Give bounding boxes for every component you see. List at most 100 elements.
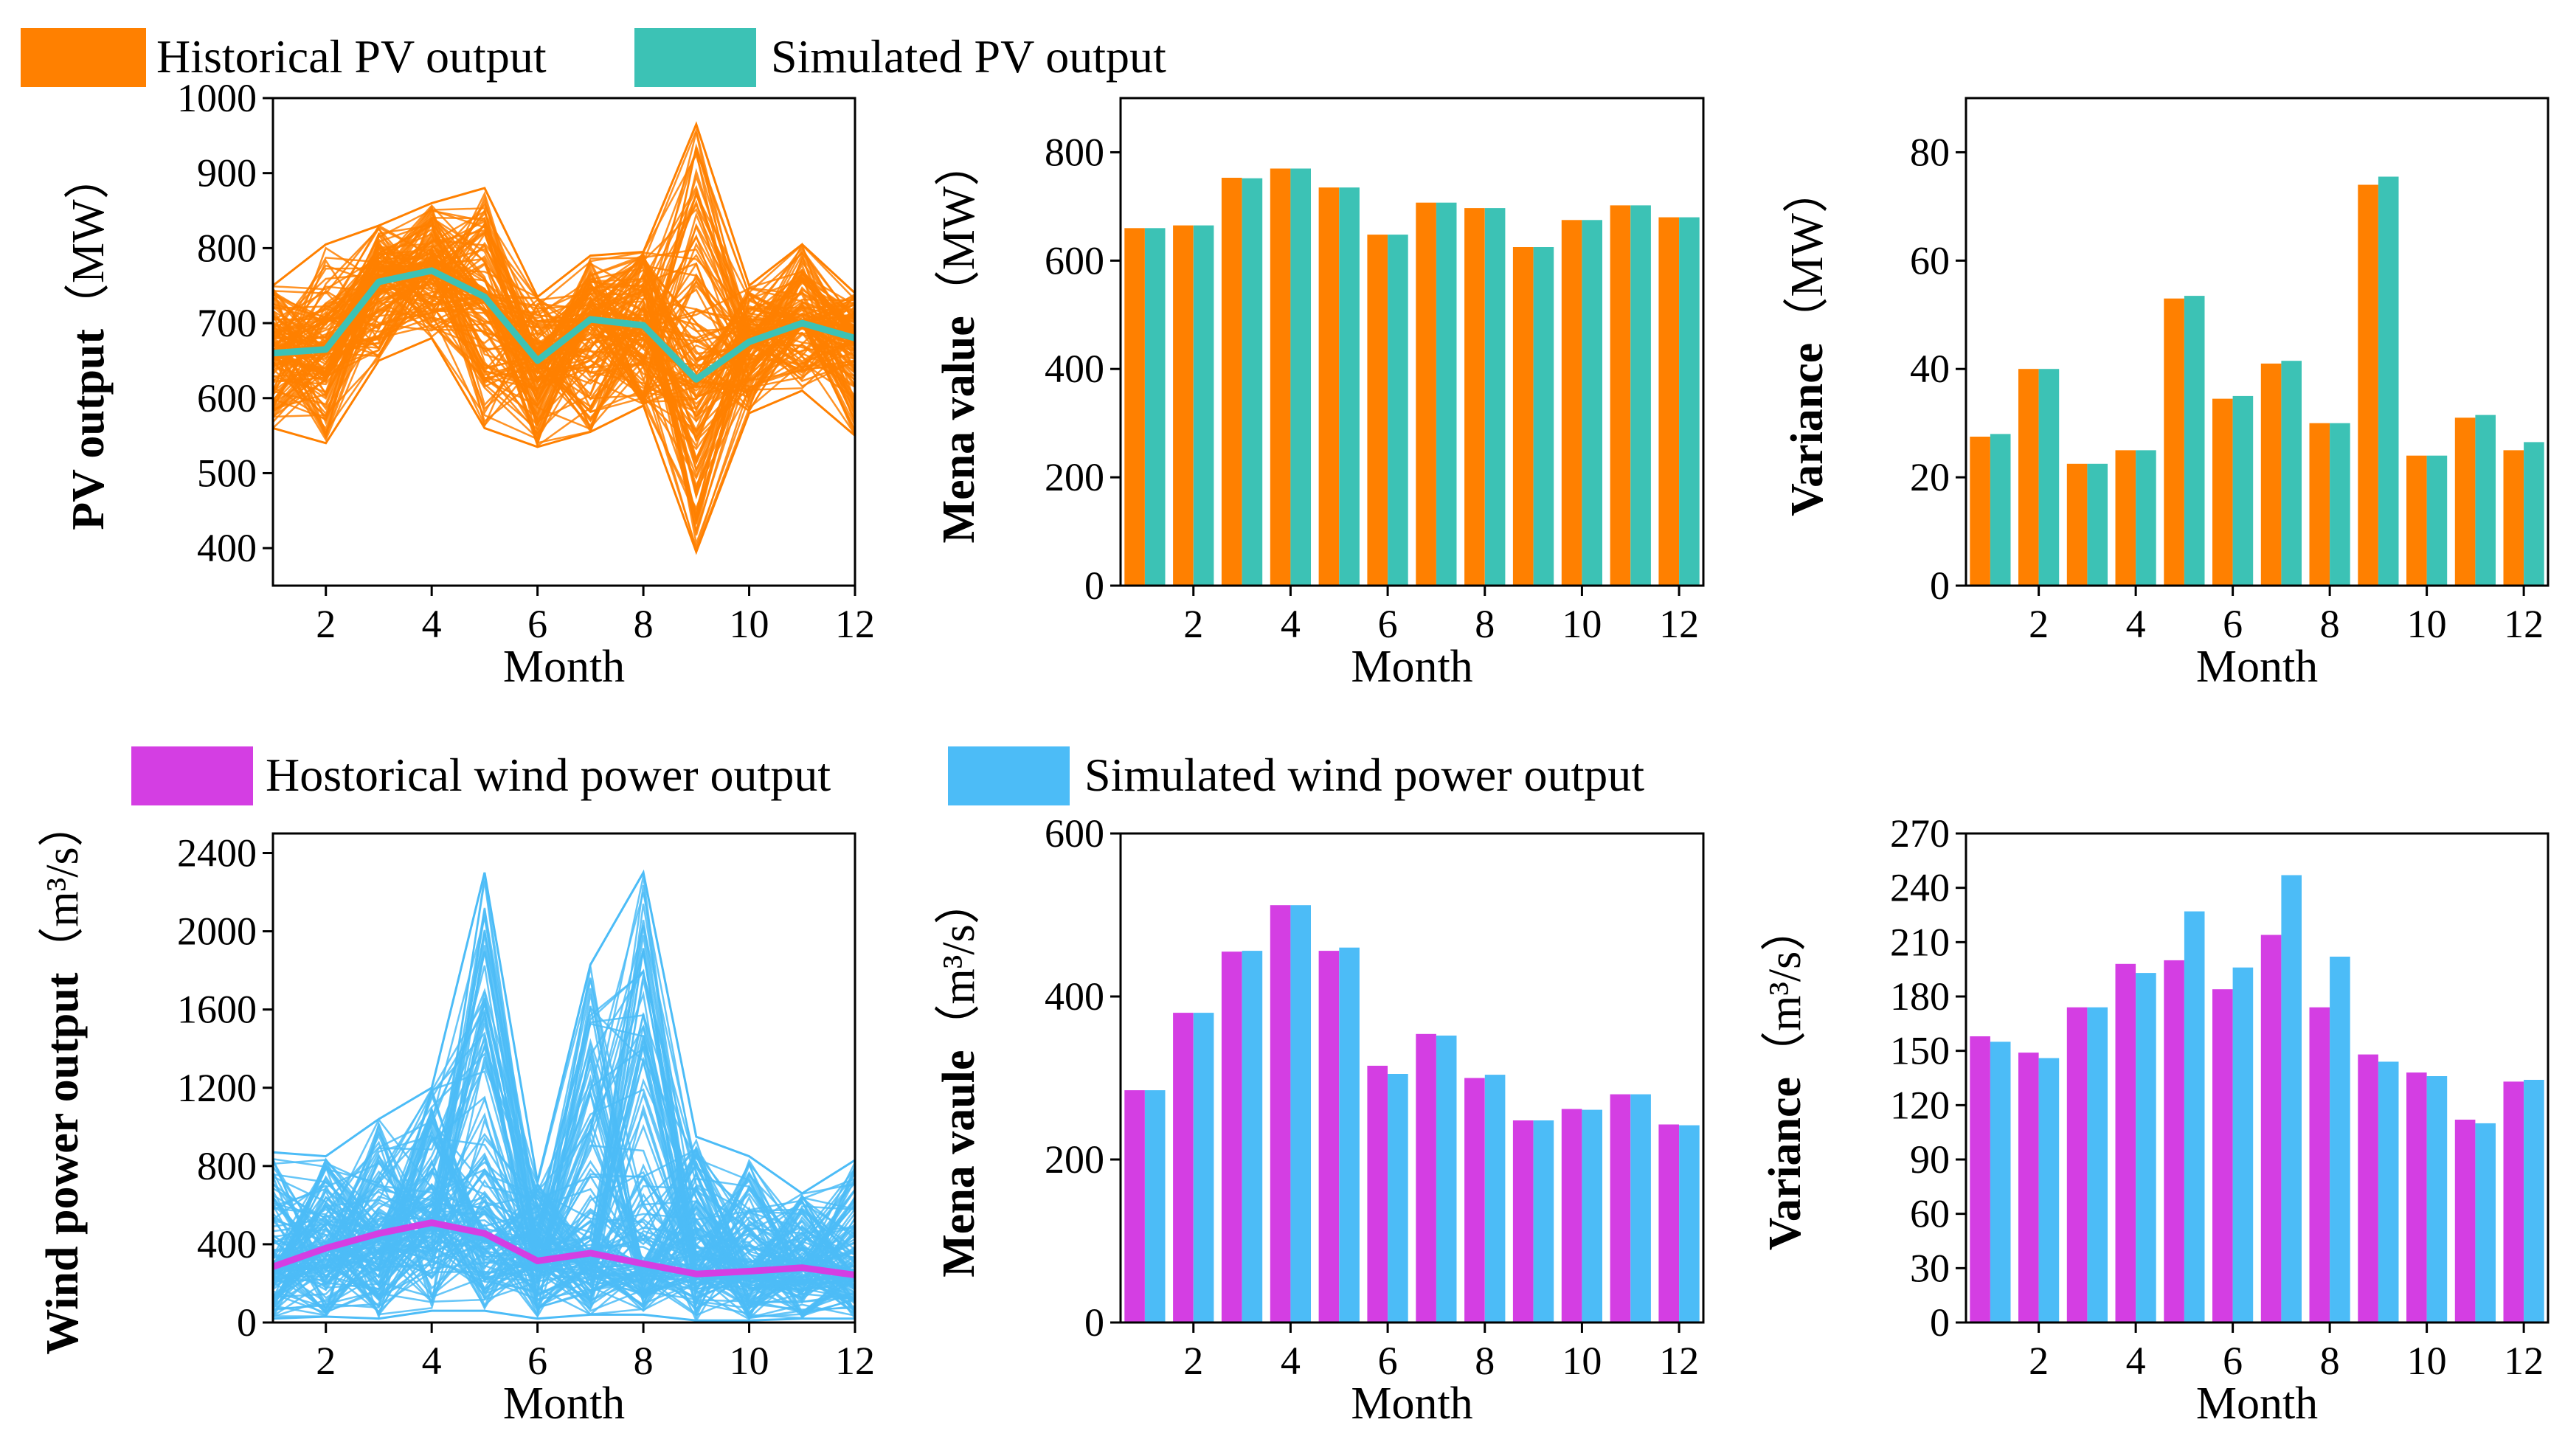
- y-tick-label: 0: [1084, 564, 1104, 608]
- plot-area: [273, 121, 855, 555]
- x-tick-label: 10: [2407, 1339, 2447, 1383]
- bar-simulated: [1990, 434, 2011, 586]
- bar-simulated: [1484, 1075, 1506, 1322]
- bar-historical: [2115, 963, 2136, 1322]
- bar-historical: [2018, 1053, 2039, 1322]
- x-axis-label: Month: [2196, 642, 2318, 692]
- y-axis-label-unit: （m³/s）: [38, 801, 88, 972]
- y-tick-label: 20: [1910, 455, 1950, 499]
- y-tick-label: 800: [1045, 130, 1104, 174]
- bar-simulated: [2136, 973, 2156, 1322]
- bar-historical: [2406, 1072, 2427, 1322]
- sample-trace: [273, 147, 855, 400]
- x-tick-label: 4: [1281, 602, 1301, 646]
- axes-frame: [271, 832, 856, 1324]
- legend-label-simulated-wind: Simulated wind power output: [1084, 749, 1644, 801]
- y-axis-label-text: Variance: [1760, 1077, 1810, 1250]
- bar-simulated: [2184, 911, 2205, 1322]
- bar-historical: [1270, 168, 1291, 586]
- y-tick-label: 270: [1890, 811, 1950, 856]
- bar-historical: [1124, 1090, 1145, 1322]
- bar-historical: [2164, 960, 2184, 1322]
- legend-label-historical-wind: Hostorical wind power output: [266, 749, 831, 801]
- y-tick-label: 500: [197, 451, 257, 495]
- bar-historical: [2454, 1120, 2476, 1322]
- bar-simulated: [2524, 442, 2544, 586]
- bar-historical: [1173, 1013, 1194, 1322]
- bar-historical: [1318, 187, 1340, 586]
- bar-historical: [1173, 225, 1194, 586]
- bar-simulated: [1339, 187, 1360, 586]
- bar-historical: [1318, 951, 1340, 1322]
- y-axis-label: Wind power output（m³/s）: [38, 801, 88, 1354]
- y-tick-label: 600: [1045, 238, 1104, 282]
- y-tick-label: 1200: [177, 1066, 257, 1110]
- y-tick-label: 0: [1930, 564, 1950, 608]
- y-tick-label: 1600: [177, 988, 257, 1032]
- x-tick-label: 4: [422, 602, 442, 646]
- bar-simulated: [2087, 463, 2108, 586]
- sample-trace: [273, 1176, 855, 1312]
- axes-frame: [1119, 832, 1705, 1324]
- bar-historical: [1970, 437, 1990, 586]
- x-tick-label: 12: [1659, 602, 1699, 646]
- sample-trace: [273, 1119, 855, 1315]
- bar-historical: [2358, 1054, 2378, 1322]
- sample-trace: [273, 195, 855, 407]
- chart-pv_lines: 400 500 600 700 800 900 1000 2 4 6 8 10 12 Month PV ou…: [63, 76, 875, 692]
- y-axis-label-unit: （m³/s）: [934, 878, 984, 1050]
- x-axis-label: Month: [503, 1379, 625, 1429]
- bar-historical: [1221, 178, 1242, 586]
- bar-historical: [1367, 235, 1388, 586]
- bar-historical: [1124, 228, 1145, 586]
- y-tick-label: 0: [1930, 1300, 1950, 1345]
- bar-historical: [1561, 1109, 1582, 1322]
- x-tick-label: 12: [2504, 1339, 2544, 1383]
- x-tick-label: 10: [730, 1339, 769, 1383]
- bar-historical: [1610, 1094, 1631, 1322]
- plot-area: [273, 869, 855, 1322]
- sample-trace: [273, 1059, 855, 1308]
- legend-label-simulated-pv: Simulated PV output: [771, 30, 1166, 83]
- sample-trace: [273, 917, 855, 1304]
- y-tick-label: 600: [1045, 811, 1104, 856]
- x-tick-label: 4: [422, 1339, 442, 1383]
- bar-historical: [1270, 905, 1291, 1322]
- bar-simulated: [2426, 455, 2448, 586]
- y-axis-label-text: Mena value: [934, 316, 984, 543]
- y-tick-label: 120: [1890, 1083, 1950, 1127]
- x-tick-label: 8: [2320, 1339, 2340, 1383]
- x-tick-label: 12: [1659, 1339, 1699, 1383]
- sample-trace: [273, 934, 855, 1320]
- axes-frame: [1965, 97, 2550, 587]
- sample-trace: [273, 204, 855, 524]
- x-axis-label: Month: [503, 642, 625, 692]
- x-tick-label: 6: [1378, 1339, 1398, 1383]
- x-axis-label: Month: [1351, 1379, 1472, 1429]
- y-axis-label-text: Wind power output: [38, 972, 88, 1354]
- x-tick-label: 6: [1378, 602, 1398, 646]
- sample-trace: [273, 869, 855, 1195]
- x-tick-label: 6: [2223, 1339, 2243, 1383]
- chart-pv_mean: 0 200 400 600 800 2 4 6 8 10 12 Month Mena value（MW）: [934, 97, 1705, 692]
- y-axis-label: Variance（MW）: [1782, 167, 1832, 516]
- bar-simulated: [2378, 176, 2399, 586]
- sample-trace: [273, 920, 855, 1311]
- bar-simulated: [2281, 361, 2302, 586]
- bar-historical: [2309, 1007, 2330, 1322]
- y-tick-label: 30: [1910, 1246, 1950, 1290]
- x-tick-label: 8: [1475, 602, 1495, 646]
- x-tick-label: 2: [2029, 602, 2049, 646]
- x-tick-label: 2: [1183, 602, 1203, 646]
- bar-simulated: [2136, 450, 2156, 586]
- y-axis-label-unit: （MW）: [63, 153, 114, 329]
- bar-simulated: [1582, 220, 1602, 586]
- bar-simulated: [2330, 957, 2350, 1322]
- bar-simulated: [1242, 178, 1263, 586]
- y-tick-label: 800: [197, 1144, 257, 1188]
- sample-trace: [273, 216, 855, 375]
- bar-simulated: [1679, 1125, 1700, 1322]
- y-tick-label: 240: [1890, 866, 1950, 910]
- bar-simulated: [1290, 905, 1311, 1322]
- bar-simulated: [1144, 228, 1166, 586]
